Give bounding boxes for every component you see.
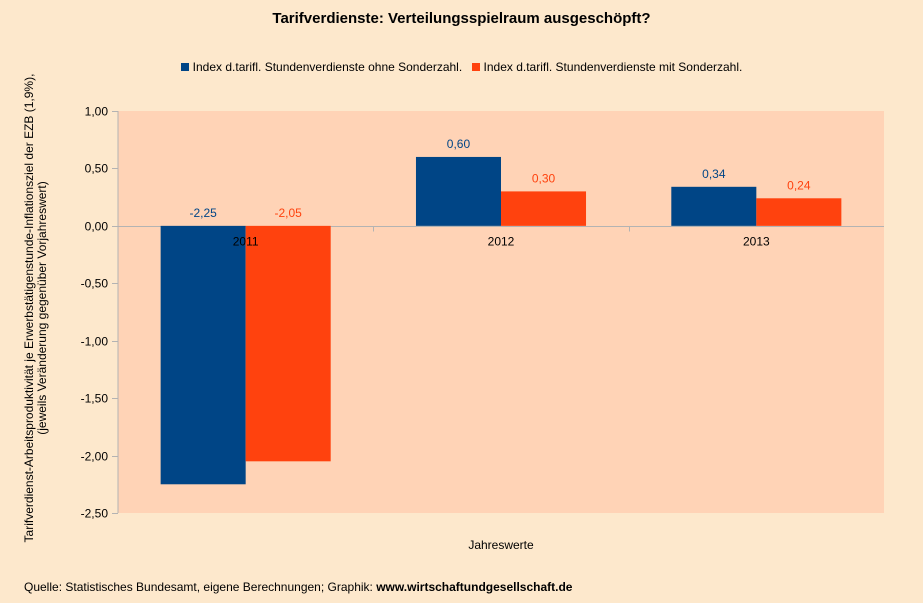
legend-item-ohne: Index d.tarifl. Stundenverdienste ohne S… [180, 60, 463, 74]
legend-swatch-ohne [180, 63, 189, 71]
chart-title: Tarifverdienste: Verteilungsspielraum au… [272, 10, 651, 27]
y-tick-label: -2,50 [81, 507, 109, 521]
footer-site-link[interactable]: www.wirtschaftundgesellschaft.de [376, 580, 573, 594]
data-label: -2,05 [274, 206, 302, 220]
y-tick-label: 0,50 [85, 162, 109, 176]
y-tick-label: -0,50 [81, 277, 109, 291]
data-label: 0,24 [787, 178, 811, 192]
bar-ohne-2013 [671, 186, 757, 226]
y-tick-label: -1,50 [81, 392, 109, 406]
legend-label-ohne: Index d.tarifl. Stundenverdienste ohne S… [192, 60, 463, 74]
legend: Index d.tarifl. Stundenverdienste ohne S… [0, 60, 923, 74]
data-label: 0,34 [702, 167, 726, 181]
data-label: 0,60 [447, 137, 471, 151]
y-tick-label: -1,00 [81, 335, 109, 349]
legend-label-mit: Index d.tarifl. Stundenverdienste mit So… [483, 60, 743, 74]
x-tick-label: 2012 [488, 235, 515, 249]
footer-source: Quelle: Statistisches Bundesamt, eigene … [24, 580, 377, 594]
bar-ohne-2011 [160, 225, 246, 485]
legend-item-mit: Index d.tarifl. Stundenverdienste mit So… [471, 60, 743, 74]
x-tick-label: 2013 [743, 235, 770, 249]
bar-mit-2011 [245, 225, 331, 462]
x-axis-label: Jahreswerte [468, 538, 534, 552]
data-label: 0,30 [532, 171, 556, 185]
bar-mit-2013 [756, 198, 842, 226]
bar-ohne-2012 [415, 156, 501, 226]
y-tick-label: 0,00 [85, 220, 109, 234]
data-label: -2,25 [189, 206, 217, 220]
y-tick-label: 1,00 [85, 105, 109, 119]
footer: Quelle: Statistisches Bundesamt, eigene … [24, 580, 572, 594]
legend-swatch-mit [471, 63, 480, 71]
x-tick-label: 2011 [233, 235, 259, 249]
bar-mit-2012 [501, 191, 587, 226]
y-tick-label: -2,00 [81, 450, 109, 464]
